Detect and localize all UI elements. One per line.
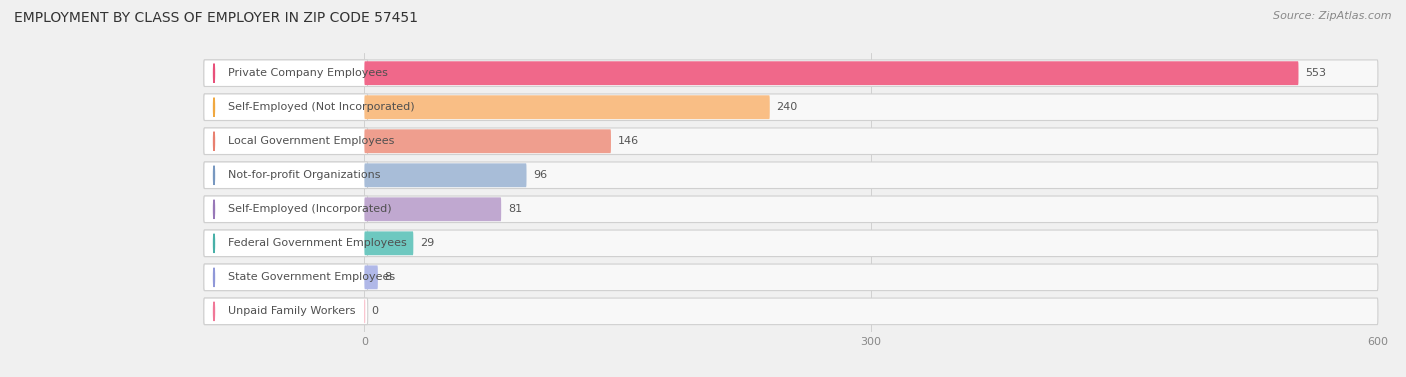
FancyBboxPatch shape	[204, 60, 1378, 86]
FancyBboxPatch shape	[204, 196, 368, 222]
Text: Self-Employed (Not Incorporated): Self-Employed (Not Incorporated)	[228, 102, 415, 112]
Text: Federal Government Employees: Federal Government Employees	[228, 238, 406, 248]
Text: 81: 81	[508, 204, 522, 214]
FancyBboxPatch shape	[204, 162, 368, 188]
Text: Unpaid Family Workers: Unpaid Family Workers	[228, 307, 356, 316]
FancyBboxPatch shape	[204, 60, 368, 86]
FancyBboxPatch shape	[204, 230, 368, 257]
Text: EMPLOYMENT BY CLASS OF EMPLOYER IN ZIP CODE 57451: EMPLOYMENT BY CLASS OF EMPLOYER IN ZIP C…	[14, 11, 418, 25]
FancyBboxPatch shape	[204, 264, 1378, 291]
Text: 8: 8	[385, 272, 392, 282]
FancyBboxPatch shape	[364, 231, 413, 255]
FancyBboxPatch shape	[364, 95, 769, 119]
Text: Not-for-profit Organizations: Not-for-profit Organizations	[228, 170, 380, 180]
FancyBboxPatch shape	[204, 298, 368, 325]
Text: 553: 553	[1305, 68, 1326, 78]
FancyBboxPatch shape	[204, 264, 368, 291]
Text: 0: 0	[371, 307, 378, 316]
FancyBboxPatch shape	[204, 128, 368, 155]
FancyBboxPatch shape	[204, 128, 1378, 155]
Text: 240: 240	[776, 102, 797, 112]
FancyBboxPatch shape	[364, 198, 501, 221]
FancyBboxPatch shape	[364, 265, 378, 289]
FancyBboxPatch shape	[204, 162, 1378, 188]
Text: State Government Employees: State Government Employees	[228, 272, 395, 282]
FancyBboxPatch shape	[364, 61, 1299, 85]
Text: Source: ZipAtlas.com: Source: ZipAtlas.com	[1274, 11, 1392, 21]
Text: Private Company Employees: Private Company Employees	[228, 68, 388, 78]
FancyBboxPatch shape	[204, 298, 1378, 325]
Text: 96: 96	[533, 170, 547, 180]
Text: 29: 29	[420, 238, 434, 248]
FancyBboxPatch shape	[364, 163, 526, 187]
Text: Local Government Employees: Local Government Employees	[228, 136, 394, 146]
FancyBboxPatch shape	[204, 94, 368, 121]
Text: 146: 146	[617, 136, 638, 146]
Text: Self-Employed (Incorporated): Self-Employed (Incorporated)	[228, 204, 391, 214]
FancyBboxPatch shape	[364, 129, 612, 153]
FancyBboxPatch shape	[204, 230, 1378, 257]
FancyBboxPatch shape	[204, 196, 1378, 222]
FancyBboxPatch shape	[204, 94, 1378, 121]
